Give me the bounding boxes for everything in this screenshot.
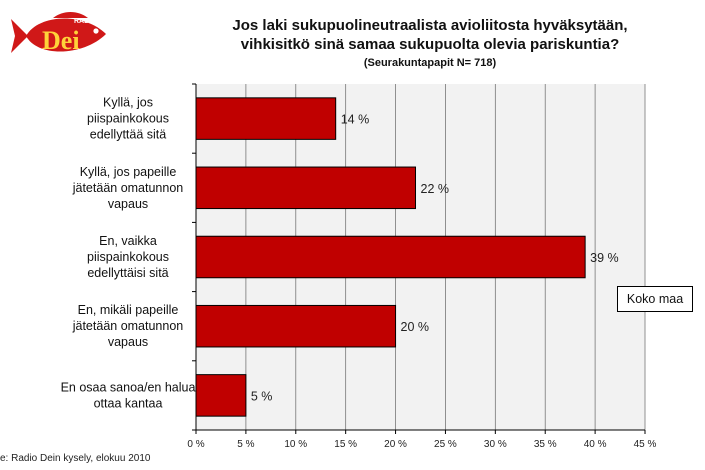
- bar: [195, 166, 417, 210]
- chart-subtitle: (Seurakuntapapit N= 718): [363, 57, 497, 69]
- data-label: 5 %: [251, 389, 273, 403]
- category-label-line: ottaa kantaa: [94, 396, 163, 410]
- category-label-line: En, mikäli papeille: [78, 303, 179, 317]
- bar: [195, 304, 397, 348]
- x-tick-label: 35 %: [534, 439, 557, 450]
- category-label-line: edellyttää sitä: [90, 128, 166, 142]
- x-tick-label: 5 %: [237, 439, 254, 450]
- category-label-line: vapaus: [108, 335, 148, 349]
- category-label-line: jätetään omatunnon: [72, 181, 184, 195]
- category-label: Kyllä, jos papeille jätetään omatunnon vap…: [72, 165, 184, 211]
- logo-big-text: Dei: [42, 26, 80, 55]
- category-label-line: vapaus: [108, 197, 148, 211]
- data-label: 39 %: [590, 251, 619, 265]
- data-label: 22 %: [421, 182, 450, 196]
- category-label-line: En, vaikka: [99, 234, 157, 248]
- x-tick-label: 30 %: [484, 439, 507, 450]
- category-label: En, mikäli papeille jätetään omatunnon vap…: [72, 303, 184, 349]
- category-label: En osaa sanoa/en halua ottaa kantaa: [61, 380, 196, 410]
- data-label: 20 %: [401, 320, 430, 334]
- chart-title-line-1: Jos laki sukupuolineutraalista avioliito…: [232, 17, 628, 34]
- source-note: e: Radio Dein kysely, elokuu 2010: [0, 453, 151, 464]
- category-label-line: piispainkokous: [87, 250, 169, 264]
- category-label-line: jätetään omatunnon: [72, 319, 184, 333]
- radio-dei-logo: RADIO Dei: [11, 12, 106, 55]
- bar: [195, 97, 337, 140]
- x-tick-label: 0 %: [187, 439, 204, 450]
- category-label-line: piispainkokous: [87, 112, 169, 126]
- category-label: Kyllä, jos piispainkokous edellyttää sitä: [87, 96, 169, 142]
- logo-small-text: RADIO: [74, 18, 97, 25]
- category-label: En, vaikka piispainkokous edellyttäisi sit…: [87, 234, 169, 280]
- bar: [195, 235, 586, 279]
- category-label-line: Kyllä, jos: [103, 96, 153, 110]
- x-tick-label: 20 %: [384, 439, 407, 450]
- chart-title-line-2: vihkisitkö sinä samaa sukupuolta olevia …: [240, 36, 620, 53]
- bar: [195, 374, 247, 417]
- category-label-line: En osaa sanoa/en halua: [61, 380, 196, 394]
- x-tick-label: 25 %: [434, 439, 457, 450]
- legend-label: Koko maa: [626, 292, 684, 306]
- category-label-line: Kyllä, jos papeille: [80, 165, 177, 179]
- x-tick-label: 40 %: [584, 439, 607, 450]
- category-label-line: edellyttäisi sitä: [87, 266, 168, 280]
- x-tick-label: 15 %: [334, 439, 357, 450]
- fish-logo-icon: [11, 12, 106, 53]
- data-label: 14 %: [341, 113, 370, 127]
- legend: Koko maa: [617, 286, 693, 312]
- x-tick-label: 45 %: [634, 439, 657, 450]
- x-tick-label: 10 %: [284, 439, 307, 450]
- chart-title: Jos laki sukupuolineutraalista avioliito…: [160, 16, 700, 54]
